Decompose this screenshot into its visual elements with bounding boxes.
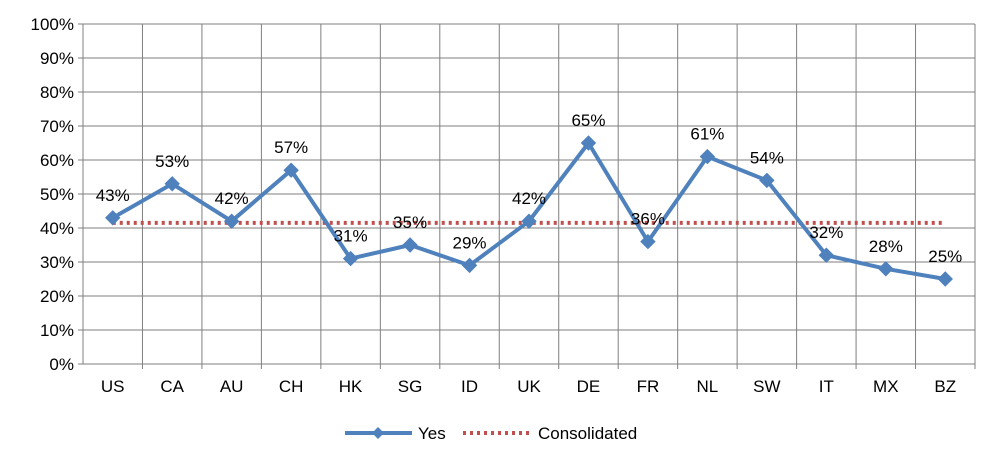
series-yes-point (461, 257, 478, 274)
data-label: 32% (809, 223, 843, 242)
series-yes-point (580, 135, 597, 151)
series-yes-point (283, 162, 299, 178)
x-tick-label: FR (637, 377, 660, 396)
legend-consolidated-label: Consolidated (538, 424, 637, 443)
y-tick-label: 30% (40, 253, 74, 272)
chart-grid (82, 23, 976, 369)
data-label: 57% (274, 138, 308, 157)
y-tick-label: 100% (31, 15, 74, 34)
legend-yes-label: Yes (418, 424, 446, 443)
series-yes-point (937, 271, 953, 287)
y-tick-label: 40% (40, 219, 74, 238)
series-yes-point (699, 148, 716, 165)
data-label: 36% (631, 210, 665, 229)
data-label: 42% (215, 189, 249, 208)
data-label: 35% (393, 213, 427, 232)
data-label: 43% (96, 186, 130, 205)
series-yes-point (521, 213, 537, 229)
x-tick-label: ID (461, 377, 478, 396)
y-axis: 0% 10% 20% 30% 40% 50% 60% 70% 80% 90% 100% (31, 15, 83, 374)
data-label: 42% (512, 189, 546, 208)
data-label: 54% (750, 148, 784, 167)
series-yes-point (818, 247, 835, 263)
data-label: 65% (571, 111, 605, 130)
x-tick-label: HK (339, 377, 363, 396)
y-tick-label: 70% (40, 117, 74, 136)
y-tick-label: 20% (40, 287, 74, 306)
x-tick-label: SG (398, 377, 423, 396)
series-yes-point (640, 233, 656, 250)
series-yes-point (342, 250, 359, 267)
x-tick-label: BZ (934, 377, 956, 396)
x-tick-label: IT (819, 377, 834, 396)
x-tick-label: CH (279, 377, 304, 396)
y-tick-label: 60% (40, 151, 74, 170)
series-yes-point (223, 213, 240, 229)
x-axis: US CA AU CH HK SG ID UK DE FR NL SW IT MX BZ (101, 377, 956, 396)
x-tick-label: AU (220, 377, 244, 396)
x-tick-label: NL (697, 377, 719, 396)
legend-yes-marker (372, 427, 384, 439)
x-tick-label: SW (753, 377, 780, 396)
y-tick-label: 0% (49, 355, 74, 374)
series-layer (105, 135, 953, 287)
x-tick-label: US (101, 377, 125, 396)
data-label: 29% (453, 233, 487, 252)
series-yes-point (402, 237, 418, 253)
data-label: 53% (155, 152, 189, 171)
series-yes-line (111, 141, 946, 281)
legend: Yes Consolidated (345, 424, 637, 443)
data-label: 25% (928, 247, 962, 266)
y-tick-label: 90% (40, 49, 74, 68)
x-tick-label: DE (577, 377, 601, 396)
series-yes-point (164, 176, 180, 192)
data-labels: 43% 53% 42% 57% 31% 35% 29% 42% 65% 36% 61% 54% 32% 2… (96, 111, 963, 266)
y-tick-label: 50% (40, 185, 74, 204)
x-tick-label: CA (160, 377, 184, 396)
series-yes-point (105, 210, 121, 226)
y-tick-label: 10% (40, 321, 74, 340)
series-yes-point (759, 172, 775, 189)
x-tick-label: UK (517, 377, 541, 396)
y-tick-label: 80% (40, 83, 74, 102)
data-label: 31% (334, 227, 368, 246)
data-label: 61% (690, 125, 724, 144)
x-tick-label: MX (873, 377, 899, 396)
data-label: 28% (869, 237, 903, 256)
series-yes-point (878, 261, 894, 277)
